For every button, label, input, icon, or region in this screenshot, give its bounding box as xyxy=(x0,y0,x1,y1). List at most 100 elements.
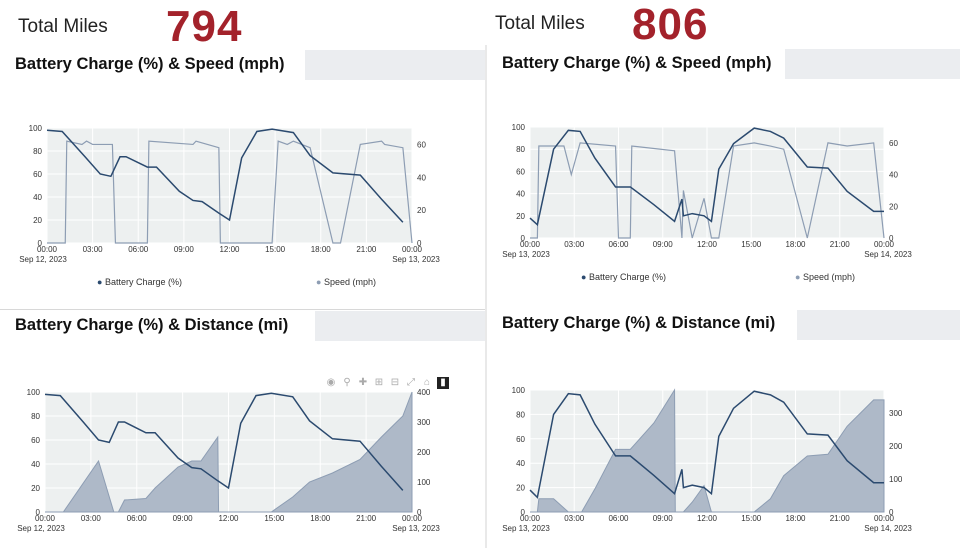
legend-label-speed: Speed (mph) xyxy=(802,272,855,282)
legend-battery-1[interactable]: ● Battery Charge (%) xyxy=(97,277,182,287)
battery-line-series xyxy=(529,390,884,499)
y-tick-label-left: 40 xyxy=(516,459,525,468)
y-tick-label-left: 60 xyxy=(31,436,40,445)
x-end-date-label: Sep 14, 2023 xyxy=(864,250,912,259)
y-tick-label-left: 60 xyxy=(516,435,525,444)
x-tick-label: 06:00 xyxy=(608,240,629,249)
panel-divider-vertical xyxy=(485,45,487,548)
autoscale-icon[interactable]: ⤢ xyxy=(407,377,415,388)
distance-area-series xyxy=(45,391,413,513)
x-tick-label: 03:00 xyxy=(81,514,102,523)
zoom-in-icon[interactable]: ⊞ xyxy=(374,377,384,388)
plot-area xyxy=(45,392,412,512)
y-tick-label-right: 60 xyxy=(889,139,898,148)
x-tick-label: 00:00 xyxy=(874,240,895,249)
y-tick-label-right: 100 xyxy=(417,478,431,487)
x-tick-label: 12:00 xyxy=(697,514,718,523)
legend-marker-speed: ● xyxy=(316,277,322,287)
x-start-date-label: Sep 12, 2023 xyxy=(19,255,67,264)
legend-marker-battery: ● xyxy=(581,272,587,282)
title-strip-1 xyxy=(305,50,485,80)
x-tick-label: 06:00 xyxy=(127,514,148,523)
legend-speed-2[interactable]: ● Speed (mph) xyxy=(795,272,855,282)
legend-speed-1[interactable]: ● Speed (mph) xyxy=(316,277,376,287)
y-tick-label-left: 100 xyxy=(512,386,526,395)
x-tick-label: 12:00 xyxy=(218,514,239,523)
total-miles-label-2: Total Miles xyxy=(495,13,585,34)
x-tick-label: 03:00 xyxy=(564,514,585,523)
y-tick-label-right: 200 xyxy=(417,448,431,457)
chart-title-distance-1: Battery Charge (%) & Distance (mi) xyxy=(15,316,299,335)
zoom-out-icon[interactable]: ⊟ xyxy=(390,377,400,388)
battery-line-series xyxy=(46,128,404,223)
x-tick-label: 09:00 xyxy=(174,245,195,254)
total-miles-label-1: Total Miles xyxy=(18,16,108,37)
x-tick-label: 21:00 xyxy=(830,514,851,523)
y-tick-label-left: 100 xyxy=(512,123,526,132)
x-tick-label: 15:00 xyxy=(741,240,762,249)
legend-battery-2[interactable]: ● Battery Charge (%) xyxy=(581,272,666,282)
x-tick-label: 00:00 xyxy=(520,514,541,523)
legend-label-battery: Battery Charge (%) xyxy=(588,272,666,282)
x-tick-label: 00:00 xyxy=(35,514,56,523)
x-tick-label: 09:00 xyxy=(653,514,674,523)
zoom-icon[interactable]: ⚲ xyxy=(343,377,351,388)
chart-title-speed-1: Battery Charge (%) & Speed (mph) xyxy=(15,55,295,74)
y-tick-label-right: 200 xyxy=(889,442,903,451)
y-tick-label-left: 0 xyxy=(38,239,43,248)
x-end-date-label: Sep 14, 2023 xyxy=(864,524,912,533)
y-tick-label-left: 60 xyxy=(33,170,42,179)
plotly-logo-icon[interactable]: ▮ xyxy=(437,377,449,389)
x-tick-label: 03:00 xyxy=(83,245,104,254)
y-tick-label-right: 60 xyxy=(417,140,426,149)
home-icon[interactable]: ⌂ xyxy=(423,377,431,388)
y-tick-label-left: 20 xyxy=(516,212,525,221)
y-tick-label-right: 0 xyxy=(417,508,422,517)
y-tick-label-left: 40 xyxy=(516,190,525,199)
x-tick-label: 00:00 xyxy=(874,514,895,523)
x-tick-label: 00:00 xyxy=(520,240,541,249)
y-tick-label-right: 300 xyxy=(417,418,431,427)
x-tick-label: 00:00 xyxy=(402,245,423,254)
y-tick-label-left: 80 xyxy=(516,145,525,154)
y-tick-label-left: 80 xyxy=(31,412,40,421)
y-tick-label-right: 20 xyxy=(889,202,898,211)
x-tick-label: 06:00 xyxy=(608,514,629,523)
x-tick-label: 00:00 xyxy=(37,245,58,254)
x-tick-label: 18:00 xyxy=(785,514,806,523)
x-tick-label: 15:00 xyxy=(741,514,762,523)
x-tick-label: 21:00 xyxy=(356,245,377,254)
y-tick-label-left: 0 xyxy=(521,234,526,243)
y-tick-label-right: 40 xyxy=(417,173,426,182)
y-tick-label-right: 0 xyxy=(889,508,894,517)
x-tick-label: 18:00 xyxy=(785,240,806,249)
y-tick-label-right: 0 xyxy=(889,234,894,243)
x-start-date-label: Sep 12, 2023 xyxy=(17,524,65,533)
camera-icon[interactable]: ◉ xyxy=(326,377,336,388)
x-tick-label: 12:00 xyxy=(697,240,718,249)
total-miles-value-2: 806 xyxy=(632,0,709,49)
x-tick-label: 18:00 xyxy=(311,245,332,254)
x-tick-label: 21:00 xyxy=(830,240,851,249)
y-tick-label-left: 80 xyxy=(516,410,525,419)
battery-line-series xyxy=(529,127,884,227)
y-tick-label-right: 100 xyxy=(889,475,903,484)
x-start-date-label: Sep 13, 2023 xyxy=(502,524,550,533)
y-tick-label-left: 0 xyxy=(36,508,41,517)
y-tick-label-right: 0 xyxy=(417,239,422,248)
x-tick-label: 00:00 xyxy=(402,514,423,523)
pan-icon[interactable]: ✚ xyxy=(358,377,368,388)
speed-line-series xyxy=(530,142,885,239)
speed-line-series xyxy=(47,140,413,244)
title-strip-4 xyxy=(797,310,960,340)
y-tick-label-left: 80 xyxy=(33,147,42,156)
x-end-date-label: Sep 13, 2023 xyxy=(392,524,440,533)
distance-area-series xyxy=(530,388,885,513)
x-end-date-label: Sep 13, 2023 xyxy=(392,255,440,264)
title-strip-3 xyxy=(315,311,485,341)
y-tick-label-left: 100 xyxy=(27,388,41,397)
plot-area xyxy=(530,127,884,238)
chart-modebar: ◉ ⚲ ✚ ⊞ ⊟ ⤢ ⌂ ▮ xyxy=(325,372,453,390)
x-tick-label: 09:00 xyxy=(173,514,194,523)
y-tick-label-left: 40 xyxy=(33,193,42,202)
